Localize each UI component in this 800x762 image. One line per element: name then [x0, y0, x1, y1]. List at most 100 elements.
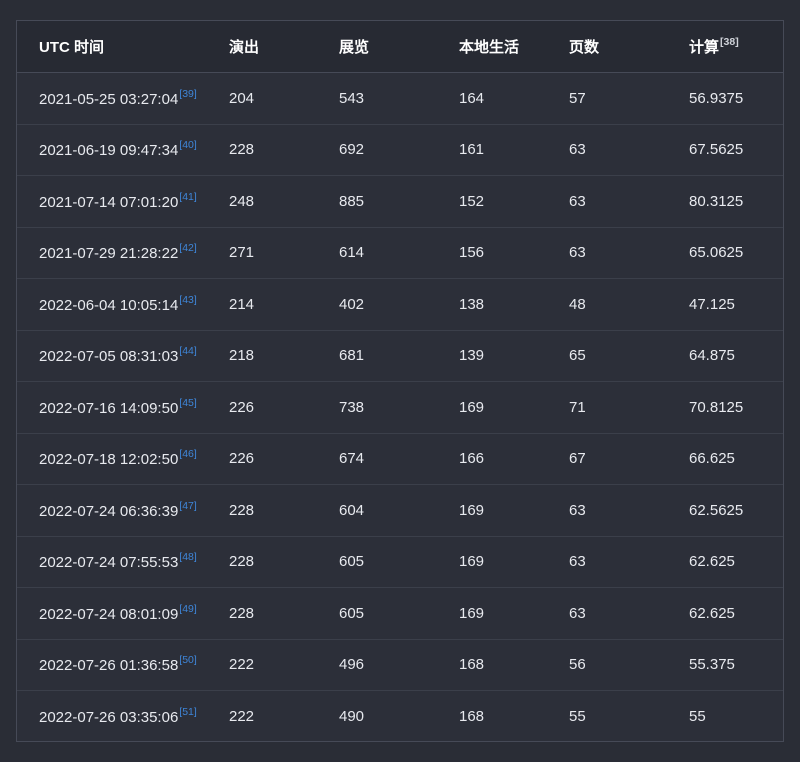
footnote-link[interactable]: [46]: [179, 449, 197, 461]
cell-local-life: 169: [459, 553, 485, 571]
cell-utc-time: 2022-07-05 08:31:03[44]: [39, 346, 229, 365]
cell-pages: 67: [569, 450, 586, 468]
column-header-pages: 页数: [569, 36, 689, 57]
cell-pages: 63: [569, 501, 586, 519]
utc-timestamp: 2022-07-24 08:01:09: [39, 605, 179, 623]
cell-utc-time: 2022-07-24 07:55:53[48]: [39, 552, 229, 571]
cell-exhibit: 738: [339, 398, 365, 416]
cell-exhibit: 614: [339, 244, 365, 262]
cell-calc: 62.625: [689, 604, 735, 622]
cell-local-life: 138: [459, 295, 485, 313]
table-row: 2022-07-26 03:35:06[51] 222 490 168 55 5…: [17, 691, 783, 743]
cell-exhibit: 402: [339, 295, 365, 313]
cell-perform: 228: [229, 553, 255, 571]
cell-calc: 70.8125: [689, 398, 744, 416]
footnote-link[interactable]: [41]: [179, 191, 197, 203]
table-row: 2022-07-26 01:36:58[50] 222 496 168 56 5…: [17, 640, 783, 691]
cell-pages: 63: [569, 604, 586, 622]
table-row: 2021-05-25 03:27:04[39] 204 543 164 57 5…: [17, 73, 783, 125]
cell-local-life: 169: [459, 398, 485, 416]
cell-perform: 204: [229, 89, 255, 107]
cell-exhibit: 605: [339, 553, 365, 571]
cell-perform: 222: [229, 708, 255, 726]
cell-perform: 222: [229, 656, 255, 674]
footnote-link[interactable]: [51]: [179, 707, 197, 719]
column-header-label: UTC 时间: [39, 39, 104, 56]
table-row: 2022-06-04 10:05:14[43] 214 402 138 48 4…: [17, 279, 783, 331]
cell-calc: 64.875: [689, 347, 735, 365]
cell-utc-time: 2021-07-14 07:01:20[41]: [39, 192, 229, 211]
footnote-link[interactable]: [45]: [179, 397, 197, 409]
footnote-link[interactable]: [47]: [179, 500, 197, 512]
column-header-label: 展览: [339, 39, 370, 56]
utc-timestamp: 2022-07-05 08:31:03: [39, 348, 179, 366]
cell-exhibit: 496: [339, 656, 365, 674]
cell-local-life: 164: [459, 89, 485, 107]
cell-exhibit: 543: [339, 89, 365, 107]
header-footnote-link[interactable]: [38]: [720, 36, 739, 48]
cell-perform: 218: [229, 347, 255, 365]
footnote-link[interactable]: [42]: [179, 243, 197, 255]
table-header-row: UTC 时间 演出 展览 本地生活 页数 计算[38]: [17, 21, 783, 73]
utc-timestamp: 2022-07-16 14:09:50: [39, 399, 179, 417]
cell-local-life: 156: [459, 244, 485, 262]
cell-local-life: 139: [459, 347, 485, 365]
cell-calc: 67.5625: [689, 141, 744, 159]
cell-local-life: 168: [459, 708, 485, 726]
column-header-local-life: 本地生活: [459, 36, 569, 57]
cell-utc-time: 2022-07-24 08:01:09[49]: [39, 604, 229, 623]
cell-pages: 71: [569, 398, 586, 416]
cell-calc: 62.625: [689, 553, 735, 571]
footnote-link[interactable]: [40]: [179, 140, 197, 152]
cell-utc-time: 2022-07-24 06:36:39[47]: [39, 501, 229, 520]
column-header-exhibit: 展览: [339, 36, 459, 57]
cell-exhibit: 681: [339, 347, 365, 365]
cell-local-life: 166: [459, 450, 485, 468]
column-header-label: 页数: [569, 39, 600, 56]
utc-timestamp: 2021-07-14 07:01:20: [39, 193, 179, 211]
column-header-label: 演出: [229, 39, 260, 56]
utc-timestamp: 2021-05-25 03:27:04: [39, 90, 179, 108]
cell-calc: 65.0625: [689, 244, 744, 262]
cell-calc: 56.9375: [689, 89, 744, 107]
table-row: 2022-07-18 12:02:50[46] 226 674 166 67 6…: [17, 434, 783, 485]
cell-perform: 271: [229, 244, 255, 262]
cell-calc: 66.625: [689, 450, 735, 468]
footnote-link[interactable]: [49]: [179, 603, 197, 615]
footnote-link[interactable]: [48]: [179, 552, 197, 564]
cell-exhibit: 885: [339, 192, 365, 210]
footnote-link[interactable]: [39]: [179, 88, 197, 100]
cell-pages: 63: [569, 192, 586, 210]
cell-utc-time: 2021-06-19 09:47:34[40]: [39, 140, 229, 159]
utc-timestamp: 2021-07-29 21:28:22: [39, 245, 179, 263]
cell-exhibit: 604: [339, 501, 365, 519]
cell-utc-time: 2021-05-25 03:27:04[39]: [39, 89, 229, 108]
cell-calc: 55.375: [689, 656, 735, 674]
cell-local-life: 169: [459, 604, 485, 622]
cell-exhibit: 692: [339, 141, 365, 159]
footnote-link[interactable]: [50]: [179, 655, 197, 667]
utc-timestamp: 2022-07-26 03:35:06: [39, 709, 179, 727]
cell-utc-time: 2021-07-29 21:28:22[42]: [39, 243, 229, 262]
cell-exhibit: 490: [339, 708, 365, 726]
column-header-label: 本地生活: [459, 39, 520, 56]
utc-timestamp: 2021-06-19 09:47:34: [39, 142, 179, 160]
column-header-perform: 演出: [229, 36, 339, 57]
cell-local-life: 152: [459, 192, 485, 210]
utc-timestamp: 2022-07-26 01:36:58: [39, 657, 179, 675]
utc-timestamp: 2022-07-18 12:02:50: [39, 451, 179, 469]
table-row: 2021-07-14 07:01:20[41] 248 885 152 63 8…: [17, 176, 783, 228]
cell-local-life: 161: [459, 141, 485, 159]
cell-perform: 214: [229, 295, 255, 313]
utc-timestamp: 2022-07-24 07:55:53: [39, 554, 179, 572]
cell-perform: 228: [229, 141, 255, 159]
cell-local-life: 168: [459, 656, 485, 674]
table-row: 2021-06-19 09:47:34[40] 228 692 161 63 6…: [17, 125, 783, 176]
cell-pages: 63: [569, 141, 586, 159]
cell-pages: 48: [569, 295, 586, 313]
footnote-link[interactable]: [44]: [179, 346, 197, 358]
cell-local-life: 169: [459, 501, 485, 519]
footnote-link[interactable]: [43]: [179, 294, 197, 306]
cell-exhibit: 605: [339, 604, 365, 622]
cell-utc-time: 2022-07-26 03:35:06[51]: [39, 707, 229, 726]
